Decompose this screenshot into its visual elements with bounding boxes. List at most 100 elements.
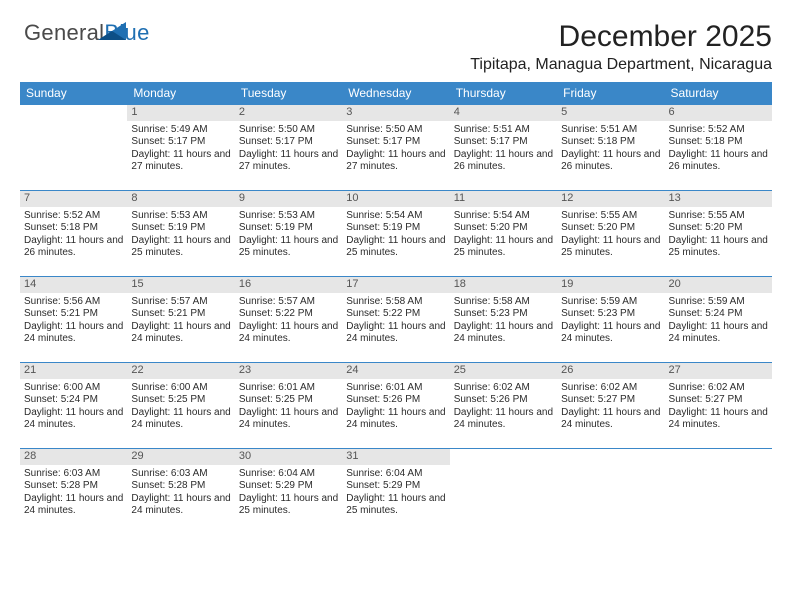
calendar-day-cell — [665, 449, 772, 535]
daylight-text: Daylight: 11 hours and 25 minutes. — [131, 235, 230, 260]
calendar-week-row: 7Sunrise: 5:52 AMSunset: 5:18 PMDaylight… — [20, 191, 772, 277]
sunrise-text: Sunrise: 5:55 AM — [561, 210, 660, 223]
day-number: 14 — [20, 277, 127, 293]
sunset-text: Sunset: 5:21 PM — [24, 308, 123, 321]
day-number: 27 — [665, 363, 772, 379]
sunset-text: Sunset: 5:25 PM — [131, 394, 230, 407]
calendar-day-cell: 5Sunrise: 5:51 AMSunset: 5:18 PMDaylight… — [557, 105, 664, 191]
day-number: 2 — [235, 105, 342, 121]
sunrise-text: Sunrise: 5:58 AM — [454, 296, 553, 309]
calendar-day-cell: 19Sunrise: 5:59 AMSunset: 5:23 PMDayligh… — [557, 277, 664, 363]
sunrise-text: Sunrise: 6:02 AM — [669, 382, 768, 395]
sunset-text: Sunset: 5:27 PM — [669, 394, 768, 407]
calendar-day-cell: 18 Sunrise: 5:58 AMSunset: 5:23 PMDayligh… — [450, 277, 557, 363]
day-details: Sunrise: 5:58 AMSunset: 5:23 PMDaylight:… — [454, 296, 553, 346]
day-details: Sunrise: 6:03 AMSunset: 5:28 PMDaylight:… — [131, 468, 230, 518]
day-number: 4 — [450, 105, 557, 121]
day-details: Sunrise: 5:50 AMSunset: 5:17 PMDaylight:… — [239, 124, 338, 174]
day-number: 21 — [20, 363, 127, 379]
day-number: 31 — [342, 449, 449, 465]
sunset-text: Sunset: 5:25 PM — [239, 394, 338, 407]
daylight-text: Daylight: 11 hours and 25 minutes. — [239, 235, 338, 260]
sunset-text: Sunset: 5:27 PM — [561, 394, 660, 407]
calendar-table: Sunday Monday Tuesday Wednesday Thursday… — [20, 82, 772, 535]
sunset-text: Sunset: 5:19 PM — [346, 222, 445, 235]
day-details: Sunrise: 5:50 AMSunset: 5:17 PMDaylight:… — [346, 124, 445, 174]
sunset-text: Sunset: 5:23 PM — [454, 308, 553, 321]
sunrise-text: Sunrise: 5:49 AM — [131, 124, 230, 137]
day-details: Sunrise: 5:58 AMSunset: 5:22 PMDaylight:… — [346, 296, 445, 346]
weekday-header: Wednesday — [342, 82, 449, 105]
day-number: 6 — [665, 105, 772, 121]
sunrise-text: Sunrise: 6:02 AM — [561, 382, 660, 395]
weekday-header: Monday — [127, 82, 234, 105]
calendar-day-cell: 17Sunrise: 5:58 AMSunset: 5:22 PMDayligh… — [342, 277, 449, 363]
calendar-day-cell: 28 Sunrise: 6:03 AMSunset: 5:28 PMDayligh… — [20, 449, 127, 535]
day-number: 18 — [450, 277, 557, 293]
calendar-day-cell: 31 Sunrise: 6:04 AMSunset: 5:29 PMDayligh… — [342, 449, 449, 535]
weekday-header: Sunday — [20, 82, 127, 105]
sunset-text: Sunset: 5:20 PM — [561, 222, 660, 235]
daylight-text: Daylight: 11 hours and 24 minutes. — [131, 493, 230, 518]
calendar-week-row: 1Sunrise: 5:49 AMSunset: 5:17 PMDaylight… — [20, 105, 772, 191]
calendar-day-cell: 23Sunrise: 6:01 AMSunset: 5:25 PMDayligh… — [235, 363, 342, 449]
day-details: Sunrise: 5:53 AMSunset: 5:19 PMDaylight:… — [131, 210, 230, 260]
daylight-text: Daylight: 11 hours and 24 minutes. — [346, 407, 445, 432]
day-number: 26 — [557, 363, 664, 379]
brand-sail-icon — [98, 22, 134, 42]
day-details: Sunrise: 5:54 AMSunset: 5:19 PMDaylight:… — [346, 210, 445, 260]
sunrise-text: Sunrise: 6:03 AM — [131, 468, 230, 481]
daylight-text: Daylight: 11 hours and 27 minutes. — [131, 149, 230, 174]
calendar-day-cell: 15Sunrise: 5:57 AMSunset: 5:21 PMDayligh… — [127, 277, 234, 363]
sunrise-text: Sunrise: 6:00 AM — [24, 382, 123, 395]
sunrise-text: Sunrise: 5:53 AM — [131, 210, 230, 223]
location-subtitle: Tipitapa, Managua Department, Nicaragua — [20, 56, 772, 74]
day-number: 1 — [127, 105, 234, 121]
calendar-day-cell: 2 Sunrise: 5:50 AMSunset: 5:17 PMDaylight… — [235, 105, 342, 191]
sunrise-text: Sunrise: 5:52 AM — [24, 210, 123, 223]
calendar-day-cell — [557, 449, 664, 535]
day-number: 30 — [235, 449, 342, 465]
sunrise-text: Sunrise: 5:51 AM — [561, 124, 660, 137]
daylight-text: Daylight: 11 hours and 26 minutes. — [561, 149, 660, 174]
day-number: 28 — [20, 449, 127, 465]
sunrise-text: Sunrise: 5:54 AM — [346, 210, 445, 223]
daylight-text: Daylight: 11 hours and 24 minutes. — [24, 493, 123, 518]
sunset-text: Sunset: 5:28 PM — [24, 480, 123, 493]
sunset-text: Sunset: 5:19 PM — [239, 222, 338, 235]
day-details: Sunrise: 5:49 AMSunset: 5:17 PMDaylight:… — [131, 124, 230, 174]
day-details: Sunrise: 6:00 AMSunset: 5:24 PMDaylight:… — [24, 382, 123, 432]
day-number: 5 — [557, 105, 664, 121]
daylight-text: Daylight: 11 hours and 24 minutes. — [131, 321, 230, 346]
sunrise-text: Sunrise: 6:03 AM — [24, 468, 123, 481]
daylight-text: Daylight: 11 hours and 24 minutes. — [24, 321, 123, 346]
sunrise-text: Sunrise: 6:04 AM — [346, 468, 445, 481]
day-number: 12 — [557, 191, 664, 207]
day-number: 22 — [127, 363, 234, 379]
sunrise-text: Sunrise: 6:04 AM — [239, 468, 338, 481]
day-details: Sunrise: 5:57 AMSunset: 5:22 PMDaylight:… — [239, 296, 338, 346]
daylight-text: Daylight: 11 hours and 24 minutes. — [454, 407, 553, 432]
calendar-day-cell: 3Sunrise: 5:50 AMSunset: 5:17 PMDaylight… — [342, 105, 449, 191]
sunset-text: Sunset: 5:17 PM — [239, 136, 338, 149]
sunrise-text: Sunrise: 5:50 AM — [239, 124, 338, 137]
sunset-text: Sunset: 5:18 PM — [24, 222, 123, 235]
daylight-text: Daylight: 11 hours and 24 minutes. — [239, 321, 338, 346]
day-details: Sunrise: 5:55 AMSunset: 5:20 PMDaylight:… — [669, 210, 768, 260]
day-number: 29 — [127, 449, 234, 465]
daylight-text: Daylight: 11 hours and 24 minutes. — [669, 407, 768, 432]
day-number: 9 — [235, 191, 342, 207]
calendar-day-cell: 9Sunrise: 5:53 AMSunset: 5:19 PMDaylight… — [235, 191, 342, 277]
calendar-day-cell: 25Sunrise: 6:02 AMSunset: 5:26 PMDayligh… — [450, 363, 557, 449]
sunset-text: Sunset: 5:20 PM — [454, 222, 553, 235]
sunset-text: Sunset: 5:17 PM — [131, 136, 230, 149]
calendar-day-cell: 7Sunrise: 5:52 AMSunset: 5:18 PMDaylight… — [20, 191, 127, 277]
sunrise-text: Sunrise: 5:56 AM — [24, 296, 123, 309]
sunrise-text: Sunrise: 5:55 AM — [669, 210, 768, 223]
day-details: Sunrise: 6:02 AMSunset: 5:26 PMDaylight:… — [454, 382, 553, 432]
sunset-text: Sunset: 5:23 PM — [561, 308, 660, 321]
day-details: Sunrise: 6:04 AMSunset: 5:29 PMDaylight:… — [346, 468, 445, 518]
calendar-day-cell: 8Sunrise: 5:53 AMSunset: 5:19 PMDaylight… — [127, 191, 234, 277]
daylight-text: Daylight: 11 hours and 24 minutes. — [346, 321, 445, 346]
day-details: Sunrise: 5:55 AMSunset: 5:20 PMDaylight:… — [561, 210, 660, 260]
